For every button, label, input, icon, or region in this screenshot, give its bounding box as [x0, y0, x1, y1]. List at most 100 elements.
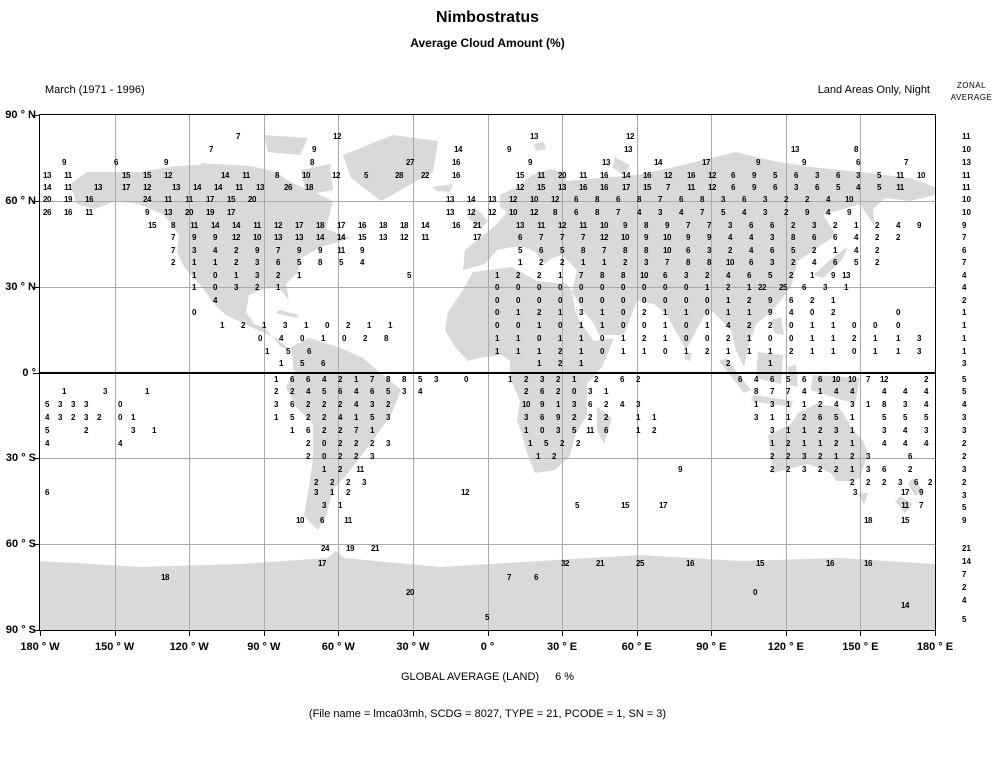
grid-value: 12 [708, 183, 716, 192]
grid-value: 0 [516, 283, 520, 292]
grid-value: 1 [558, 334, 562, 343]
grid-value: 3 [572, 400, 576, 409]
grid-value: 5 [418, 375, 422, 384]
grid-value: 15 [621, 501, 629, 510]
grid-value: 0 [300, 334, 304, 343]
grid-value: 10 [296, 516, 304, 525]
grid-value: 3 [434, 375, 438, 384]
grid-value: 3 [850, 400, 854, 409]
y-axis-tick-label: 0 ° [22, 366, 36, 379]
grid-value: 12 [274, 221, 282, 230]
grid-value: 13 [172, 183, 180, 192]
grid-value: 5 [572, 426, 576, 435]
grid-value: 6 [338, 387, 342, 396]
grid-value: 0 [642, 296, 646, 305]
x-axis-tick-mark [412, 631, 414, 636]
global-average-label: GLOBAL AVERAGE (LAND) [400, 671, 540, 683]
grid-value: 1 [131, 413, 135, 422]
grid-value: 9 [318, 246, 322, 255]
grid-value: 0 [558, 296, 562, 305]
grid-value: 26 [43, 208, 51, 217]
grid-value: 1 [192, 283, 196, 292]
grid-value: 15 [122, 171, 130, 180]
grid-value: 16 [600, 171, 608, 180]
x-axis-tick-label: 120 ° E [767, 641, 804, 653]
grid-value: 1 [873, 347, 877, 356]
zonal-average-value: 6 [962, 246, 967, 255]
grid-value: 1 [495, 271, 499, 280]
grid-value: 10 [848, 375, 856, 384]
grid-value: 2 [558, 359, 562, 368]
zonal-average-value: 5 [962, 387, 967, 396]
grid-value: 4 [903, 426, 907, 435]
grid-value: 2 [818, 465, 822, 474]
grid-value: 7 [665, 258, 669, 267]
grid-value: 4 [854, 246, 858, 255]
grid-value: 1 [810, 334, 814, 343]
grid-value: 12 [600, 233, 608, 242]
grid-value: 0 [684, 321, 688, 330]
zonal-average-value: 3 [962, 491, 967, 500]
grid-value: 6 [908, 452, 912, 461]
grid-value: 6 [818, 375, 822, 384]
grid-value: 0 [789, 321, 793, 330]
grid-value: 5 [518, 246, 522, 255]
zonal-average-value: 10 [962, 208, 971, 217]
grid-value: 14 [454, 145, 462, 154]
grid-value: 3 [903, 400, 907, 409]
grid-value: 1 [579, 359, 583, 368]
grid-value: 2 [875, 233, 879, 242]
grid-value: 0 [684, 334, 688, 343]
grid-value: 12 [626, 132, 634, 141]
grid-value: 17 [206, 195, 214, 204]
grid-value: 4 [854, 233, 858, 242]
x-axis-tick-label: 60 ° E [621, 641, 652, 653]
zonal-header-line2: AVERAGE [950, 93, 993, 102]
grid-value: 5 [786, 375, 790, 384]
grid-value: 10 [663, 233, 671, 242]
grid-value: 10 [726, 258, 734, 267]
grid-value: 17 [622, 183, 630, 192]
grid-value: 21 [473, 221, 481, 230]
grid-value: 2 [241, 321, 245, 330]
grid-value: 6 [833, 258, 837, 267]
grid-value: 16 [452, 171, 460, 180]
grid-value: 2 [810, 296, 814, 305]
grid-value: 2 [370, 439, 374, 448]
grid-value: 8 [637, 195, 641, 204]
grid-value: 10 [832, 375, 840, 384]
grid-value: 7 [354, 426, 358, 435]
grid-value: 11 [190, 221, 198, 230]
grid-value: 6 [833, 233, 837, 242]
grid-value: 3 [84, 400, 88, 409]
grid-value: 15 [643, 183, 651, 192]
grid-value: 3 [866, 465, 870, 474]
grid-value: 0 [873, 321, 877, 330]
grid-value: 11 [185, 195, 193, 204]
grid-value: 1 [516, 347, 520, 356]
grid-value: 3 [402, 387, 406, 396]
grid-value: 2 [818, 400, 822, 409]
grid-value: 2 [875, 258, 879, 267]
grid-value: 1 [370, 426, 374, 435]
grid-value: 8 [600, 271, 604, 280]
grid-value: 1 [354, 413, 358, 422]
grid-value: 2 [276, 271, 280, 280]
grid-value: 3 [917, 334, 921, 343]
grid-value: 10 [663, 246, 671, 255]
grid-value: 10 [621, 233, 629, 242]
grid-value: 1 [768, 347, 772, 356]
grid-value: 1 [279, 359, 283, 368]
grid-value: 6 [307, 347, 311, 356]
grid-value: 2 [558, 347, 562, 356]
grid-value: 16 [600, 183, 608, 192]
grid-value: 12 [509, 195, 517, 204]
grid-value: 0 [537, 296, 541, 305]
grid-value: 13 [791, 145, 799, 154]
grid-value: 24 [143, 195, 151, 204]
grid-value: 7 [276, 246, 280, 255]
grid-value: 1 [802, 439, 806, 448]
grid-value: 9 [756, 158, 760, 167]
grid-value: 1 [873, 334, 877, 343]
grid-value: 4 [856, 183, 860, 192]
